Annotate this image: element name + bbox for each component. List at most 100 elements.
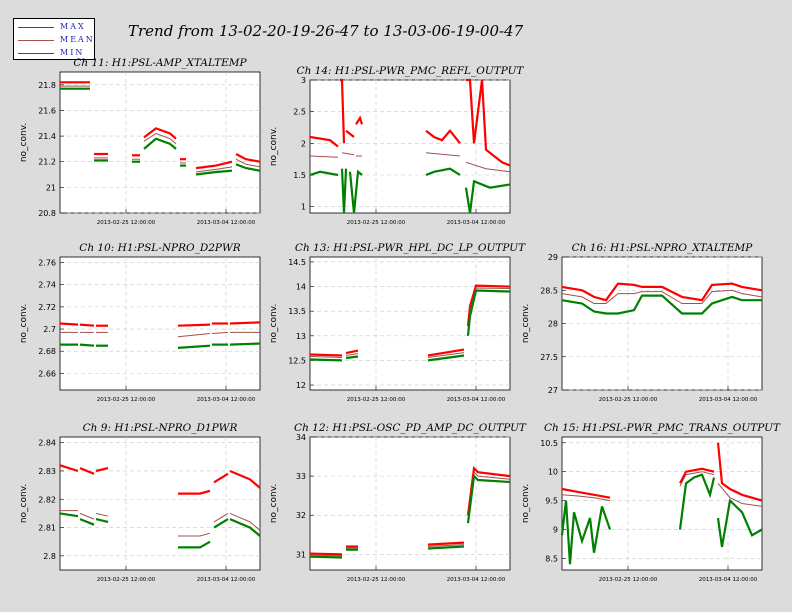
legend-swatch-min [18, 53, 54, 54]
series-max-line [309, 552, 343, 556]
y-tick-label: 12.5 [288, 356, 306, 365]
y-tick-label: 2.83 [38, 467, 56, 476]
series-max-line [195, 160, 233, 170]
series-max-line [340, 78, 346, 144]
y-tick-label: 14 [296, 283, 306, 292]
series-max-line [309, 353, 343, 357]
chart-title: Ch 16: H1:PSL-NPRO_XTALTEMP [572, 242, 754, 254]
series-min-line [466, 473, 511, 524]
legend-label-mean: MEAN [60, 35, 95, 44]
y-tick-label: 28.5 [540, 286, 558, 295]
series-mean-line [79, 512, 95, 520]
chart-title: Ch 9: H1:PSL-NPRO_D1PWR [83, 422, 238, 434]
x-tick-label: 2013-02-25 12:00:00 [347, 397, 406, 403]
x-tick-label: 2013-03-04 12:00:00 [447, 577, 506, 583]
y-tick-label: 32 [296, 511, 306, 520]
series-max-line [235, 153, 261, 163]
series-max-line [679, 467, 715, 484]
series-min-line [229, 342, 261, 346]
chart-title: Ch 14: H1:PSL-PWR_PMC_REFL_OUTPUT [297, 65, 525, 77]
series-min-line [348, 169, 363, 214]
chart-panel-7: 8.5 9 9.5 10 10.5 2013-02-25 12:00:00 2013-03-… [521, 422, 781, 583]
series-mean-line [235, 158, 261, 168]
series-max-line [345, 349, 359, 355]
chart-panel-4: 27 27.5 28 28.5 29 2013-02-25 12:00:00 2013-03… [521, 242, 763, 403]
chart-panel-0: 20.8 21 21.2 21.4 21.6 21.8 2013-02-25 12:00:0… [19, 57, 261, 226]
series-max-line [59, 464, 79, 473]
series-max-line [213, 472, 229, 484]
y-axis-label: no_conv. [521, 304, 531, 343]
y-axis-label: no_conv. [19, 304, 29, 343]
y-tick-label: 20.8 [38, 209, 56, 218]
x-tick-label: 2013-03-04 12:00:00 [197, 577, 256, 583]
series-min-line [340, 168, 348, 214]
y-axis-label: no_conv. [19, 123, 29, 162]
y-tick-label: 12 [296, 381, 306, 390]
series-mean-line [309, 155, 339, 158]
y-tick-label: 29 [548, 253, 558, 262]
series-min-line [95, 518, 109, 523]
y-tick-label: 1 [301, 203, 306, 212]
series-mean-line [309, 554, 343, 557]
y-tick-label: 10.5 [540, 439, 558, 448]
series-min-line [79, 343, 95, 347]
series-mean-line [679, 471, 715, 487]
series-mean-line [465, 161, 511, 173]
y-tick-label: 34 [296, 433, 306, 442]
series-min-line [425, 167, 461, 177]
y-tick-label: 13 [296, 332, 306, 341]
series-max-line [178, 489, 211, 495]
series-max-line [427, 541, 465, 546]
x-tick-label: 2013-02-25 12:00:00 [97, 220, 156, 226]
series-max-line [427, 348, 465, 357]
series-min-line [309, 358, 343, 362]
series-max-line [425, 128, 461, 144]
y-tick-label: 2 [301, 139, 306, 148]
series-mean-line [427, 352, 465, 358]
series-mean-line [177, 333, 211, 338]
series-min-line [178, 540, 211, 549]
series-min-line [195, 169, 233, 176]
y-tick-label: 2.5 [293, 108, 306, 117]
chart-title: Ch 12: H1:PSL-OSC_PD_AMP_DC_OUTPUT [294, 422, 527, 434]
series-max-line [229, 321, 261, 325]
series-mean-line [717, 482, 763, 507]
series-min-line [143, 137, 177, 150]
series-min-line [560, 500, 612, 565]
series-mean-line [561, 289, 763, 304]
x-tick-label: 2013-03-04 12:00:00 [447, 220, 506, 226]
series-max-line [79, 323, 95, 327]
y-tick-label: 2.84 [38, 439, 56, 448]
x-tick-label: 2013-03-04 12:00:00 [699, 577, 758, 583]
y-tick-label: 21 [46, 183, 56, 192]
legend-item-max: MAX [18, 21, 94, 33]
y-tick-label: 2.68 [38, 347, 56, 356]
legend-swatch-mean [18, 40, 54, 41]
y-tick-label: 21.6 [38, 106, 56, 115]
y-tick-label: 21.4 [38, 132, 56, 141]
x-tick-label: 2013-02-25 12:00:00 [97, 397, 156, 403]
legend-label-min: MIN [60, 48, 85, 57]
series-min-line [229, 518, 261, 537]
y-tick-label: 33 [296, 472, 306, 481]
x-tick-label: 2013-03-04 12:00:00 [699, 397, 758, 403]
x-tick-label: 2013-03-04 12:00:00 [197, 397, 256, 403]
y-tick-label: 31 [296, 550, 306, 559]
series-mean-line [95, 512, 109, 517]
y-tick-label: 8.5 [545, 554, 558, 563]
series-mean-line [309, 356, 343, 358]
y-axis-label: no_conv. [521, 484, 531, 523]
x-tick-label: 2013-02-25 12:00:00 [347, 220, 406, 226]
legend-item-mean: MEAN [18, 34, 94, 46]
series-max-line [716, 442, 763, 502]
y-tick-label: 13.5 [288, 307, 306, 316]
y-axis-label: no_conv. [269, 127, 279, 166]
chart-panel-1: 1 1.5 2 2.5 3 2013-02-25 12:00:00 2013-03-04 1… [269, 65, 524, 226]
series-min-line [561, 294, 762, 315]
series-mean-line [213, 512, 229, 523]
series-min-line [309, 555, 343, 559]
chart-title: Ch 11: H1:PSL-AMP_XTALTEMP [73, 57, 247, 69]
plot-area [59, 71, 261, 214]
x-tick-label: 2013-02-25 12:00:00 [97, 577, 156, 583]
